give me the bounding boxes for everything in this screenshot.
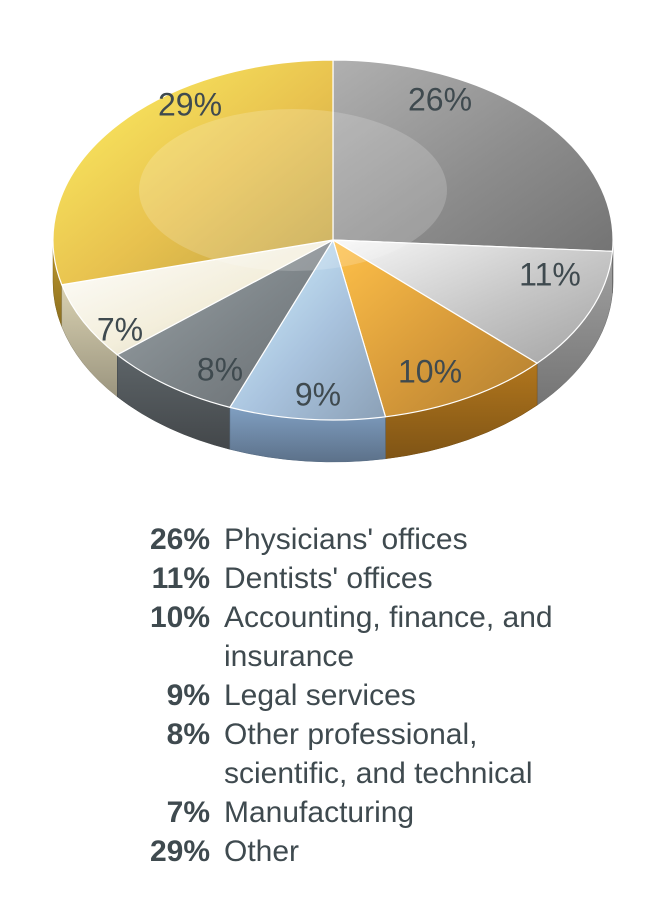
pie-chart: 26% 11% 10% 9% 8% 7% 29% (0, 0, 667, 500)
slice-label-other: 29% (158, 87, 222, 124)
legend-row: 9% Legal services (120, 676, 560, 715)
legend-row: 29% Other (120, 832, 560, 871)
slice-label-otherpro: 8% (197, 352, 243, 389)
legend-row: 10% Accounting, finance, and insurance (120, 598, 560, 676)
legend-label: Other (224, 832, 560, 871)
legend-label: Physicians' offices (224, 520, 560, 559)
slice-label-accounting: 10% (398, 354, 462, 391)
legend-label: Legal services (224, 676, 560, 715)
legend: 26% Physicians' offices 11% Dentists' of… (120, 520, 560, 871)
legend-pct: 7% (120, 793, 224, 832)
legend-pct: 9% (120, 676, 224, 715)
legend-row: 7% Manufacturing (120, 793, 560, 832)
legend-row: 26% Physicians' offices (120, 520, 560, 559)
legend-label: Accounting, finance, and insurance (224, 598, 560, 676)
legend-row: 8% Other professional, scientific, and t… (120, 715, 560, 793)
legend-pct: 8% (120, 715, 224, 754)
legend-pct: 29% (120, 832, 224, 871)
legend-pct: 10% (120, 598, 224, 637)
legend-pct: 26% (120, 520, 224, 559)
chart-container: 26% 11% 10% 9% 8% 7% 29% 26% Physicians'… (0, 0, 667, 918)
legend-label: Dentists' offices (224, 559, 560, 598)
legend-row: 11% Dentists' offices (120, 559, 560, 598)
legend-label: Other professional, scientific, and tech… (224, 715, 560, 793)
slice-label-manufacturing: 7% (97, 312, 143, 349)
legend-label: Manufacturing (224, 793, 560, 832)
slice-label-physicians: 26% (408, 82, 472, 119)
legend-pct: 11% (120, 559, 224, 598)
slice-label-legal: 9% (295, 377, 341, 414)
slice-label-dentists: 11% (519, 257, 581, 294)
pie-svg (0, 0, 667, 500)
